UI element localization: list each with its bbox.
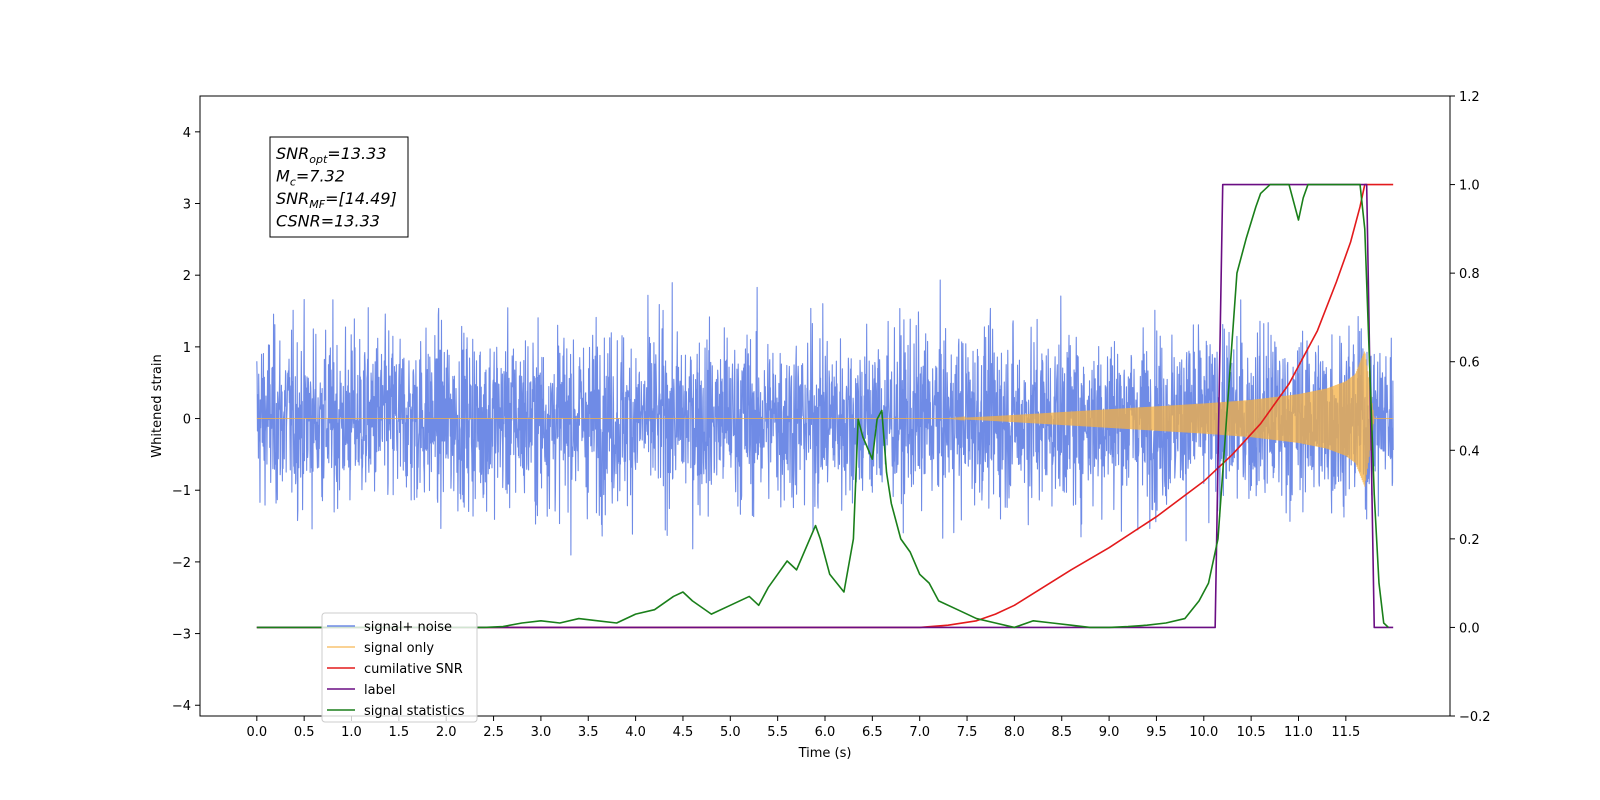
legend-entry-label: signal only [364,641,434,656]
x-tick-label: 0.5 [294,725,315,740]
y-axis-label: Whitened strain [150,354,165,457]
y2-tick-label: 0.8 [1459,267,1480,282]
y2-tick-label: 0.2 [1459,533,1480,548]
x-axis-label: Time (s) [798,746,852,761]
legend-frame [321,612,478,723]
annotation-box-frame [269,136,409,238]
series-signal-only-line [256,351,1394,487]
x-tick-label: 10.0 [1189,725,1218,740]
y2-tick-label: −0.2 [1459,710,1491,725]
x-tick-label: 1.0 [341,725,362,740]
x-tick-label: 1.5 [389,725,410,740]
y-tick-label: 3 [183,198,191,213]
annotation-line: Mc=7.32 [276,167,345,189]
y2-tick-label: 0.6 [1459,356,1480,371]
y2-tick-label: 1.2 [1459,90,1480,105]
x-tick-label: 10.5 [1237,725,1266,740]
y-axis-left: −4 −3 −2 −1 0 1 2 3 4 [172,126,200,714]
annotation-symbol: SNR [276,144,309,163]
legend-entry-label: signal+ noise [364,620,452,635]
y-axis-right: −0.2 0.0 0.2 0.4 0.6 0.8 1.0 1.2 [1450,90,1491,725]
x-tick-label: 3.0 [531,725,552,740]
annotation-subscript: opt [309,153,328,166]
x-tick-label: 2.5 [483,725,504,740]
x-tick-label: 11.5 [1331,725,1360,740]
annotation-line: SNRMF=[14.49] [276,189,397,211]
x-tick-label: 3.5 [578,725,599,740]
legend-entry-label: cumilative SNR [364,662,463,677]
y-tick-label: −3 [172,628,191,643]
x-tick-label: 5.5 [767,725,788,740]
legend-entry-label: signal statistics [364,704,465,719]
annotation-value: =[14.49] [325,189,397,208]
x-tick-label: 2.0 [436,725,457,740]
y-tick-label: 1 [183,341,191,356]
y-tick-label: −1 [172,484,191,499]
x-tick-label: 4.5 [673,725,694,740]
annotation-value: =13.33 [327,144,386,163]
y-tick-label: 4 [183,126,191,141]
snr-annotation-box: SNRopt=13.33Mc=7.32SNRMF=[14.49]CSNR=13.… [269,136,409,238]
annotation-subscript: MF [309,198,325,211]
legend: signal+ noise signal only cumilative SNR la… [321,612,478,723]
annotation-line: SNRopt=13.33 [276,144,387,166]
annotation-line: CSNR=13.33 [276,212,380,231]
x-tick-label: 9.5 [1146,725,1167,740]
x-tick-label: 9.0 [1099,725,1120,740]
annotation-value: =7.32 [296,167,345,186]
x-tick-label: 7.5 [957,725,978,740]
annotation-symbol: SNR [276,189,309,208]
x-axis: 0.0 0.5 1.0 1.5 2.0 2.5 3.0 3.5 4.0 4.5 5.0 5.5 6.0 6… [246,716,1360,740]
y2-tick-label: 1.0 [1459,179,1480,194]
series-label-line [256,183,1394,629]
x-tick-label: 4.0 [625,725,646,740]
legend-entry-label: label [364,683,395,698]
series-signal-noise-line [256,279,1394,556]
x-tick-label: 6.0 [815,725,836,740]
series-cumulative-snr-line [256,183,1394,629]
y2-tick-label: 0.0 [1459,621,1480,636]
x-tick-label: 8.0 [1004,725,1025,740]
y-tick-label: −2 [172,556,191,571]
y-tick-label: 0 [183,413,191,428]
annotation-symbol: CSNR [276,212,321,231]
x-tick-label: 6.5 [862,725,883,740]
x-tick-label: 0.0 [246,725,267,740]
series-signal-statistics-line [256,183,1389,629]
y-tick-label: 2 [183,269,191,284]
annotation-symbol: M [276,167,290,186]
plot-data-area [256,183,1394,629]
annotation-value: =13.33 [321,212,380,231]
y2-tick-label: 0.4 [1459,444,1480,459]
y-tick-label: −4 [172,699,191,714]
annotation-subscript: c [290,176,296,189]
x-tick-label: 8.5 [1051,725,1072,740]
x-tick-label: 5.0 [720,725,741,740]
x-tick-label: 7.0 [909,725,930,740]
x-tick-label: 11.0 [1284,725,1313,740]
